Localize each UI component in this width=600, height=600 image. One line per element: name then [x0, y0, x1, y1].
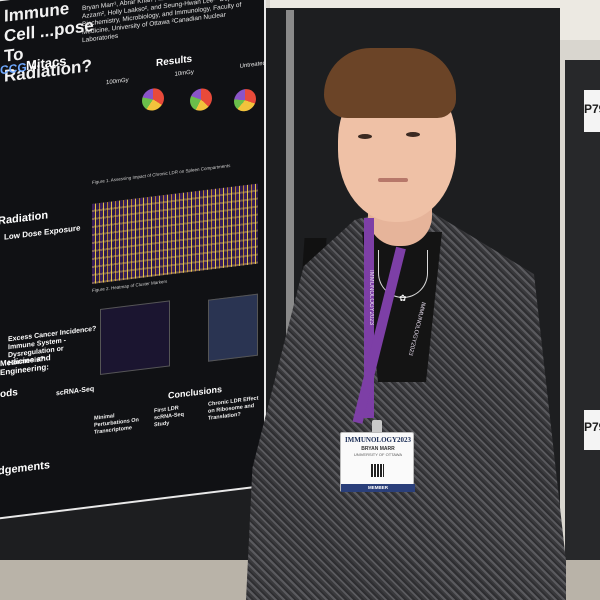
necklace	[378, 250, 428, 298]
lanyard-left	[364, 218, 374, 418]
poster-results-heading: Results	[156, 53, 193, 70]
poster-heatmap-overlay	[92, 183, 258, 284]
person-eye-right	[406, 132, 420, 137]
badge-qr-code	[371, 464, 384, 477]
person-hair	[324, 48, 456, 118]
dose-label: Untreated	[239, 60, 266, 70]
poster-scrna-label: scRNA-Seq	[56, 385, 95, 398]
dose-label: 10mGy	[174, 69, 194, 78]
lanyard-print: IMMUNOLOGY2023	[368, 270, 374, 326]
poster-radiation-heading: Radiation	[0, 209, 49, 228]
research-poster: Immune Cell ...pose To Radiation? Bryan …	[0, 0, 266, 520]
poster-pie-chart	[190, 87, 212, 112]
adjacent-poster-board	[565, 60, 600, 600]
poster-volcano-plot	[100, 300, 170, 375]
person-eye-left	[358, 134, 372, 139]
person-mouth	[378, 178, 408, 182]
conclusion-item: First LDR scRNA-Seq Study	[154, 405, 184, 429]
name-badge: IMMUNOLOGY2023 BRYAN MARR UNIVERSITY OF …	[340, 432, 415, 492]
pendant-icon: ✿	[399, 293, 407, 303]
poster-low-dose-heading: Low Dose Exposure	[4, 223, 81, 242]
poster-conclusions-heading: Conclusions	[168, 384, 223, 401]
poster-figure1-caption: Figure 1. Assessing Impact of Chronic LD…	[92, 162, 231, 185]
dose-label: 100mGy	[106, 77, 129, 87]
poster-pie-chart	[234, 87, 256, 113]
board-number-tag-top: P79	[584, 90, 600, 132]
badge-event-title: IMMUNOLOGY2023	[344, 436, 412, 444]
badge-role: MEMBER	[341, 484, 415, 492]
badge-affiliation: UNIVERSITY OF OTTAWA	[353, 452, 403, 457]
badge-clip	[372, 420, 382, 436]
poster-acknowledgements-heading: dgements	[0, 459, 50, 478]
badge-name: BRYAN MARR	[361, 446, 395, 452]
conclusion-item: Chronic LDR Effect on Ribosome and Trans…	[208, 395, 259, 422]
poster-umap-plot	[208, 293, 258, 362]
poster-methods-heading: ods	[0, 387, 18, 401]
poster-board-frame	[286, 10, 294, 570]
poster-authors: Bryan Marr¹, Abrar Khan¹, Melinda Wonkal…	[82, 0, 261, 45]
board-number-tag-bottom: P79	[584, 410, 600, 450]
poster-conclusion-items: Minimal Perturbations On Transcriptome F…	[94, 395, 264, 437]
conclusion-item: Minimal Perturbations On Transcriptome	[94, 413, 139, 436]
poster-pie-chart	[142, 87, 164, 112]
